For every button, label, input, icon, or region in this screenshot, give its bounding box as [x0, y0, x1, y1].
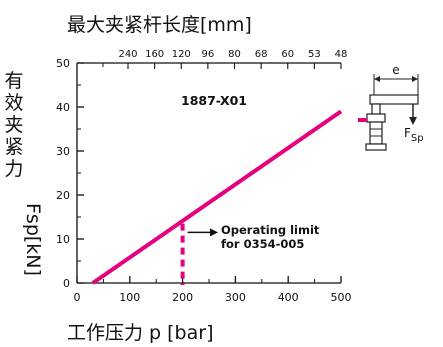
top-axis-title: 最大夹紧杆长度[mm]: [67, 14, 252, 36]
y-axis-title-char: 效: [4, 92, 24, 114]
top-tick-label: 48: [335, 49, 348, 60]
operating-limit-arrow-head: [210, 228, 218, 237]
operating-limit-note-line-1: Operating limit: [221, 223, 320, 237]
diagram-force-letter: F: [404, 126, 411, 140]
diagram-force-subscript: Sp: [411, 133, 424, 144]
y-axis-title: 有 效 夹 紧 力 Fsp[kN]: [3, 70, 44, 276]
x-tick-label: 400: [278, 291, 299, 304]
diagram-piston-rod: [371, 103, 381, 115]
top-tick-label: 240: [118, 49, 137, 60]
diagram-force-arrow-head: [409, 117, 417, 125]
x-tick-label: 100: [119, 291, 140, 304]
operating-limit-note-line-2: for 0354-005: [221, 237, 304, 251]
y-axis-title-char: 力: [4, 158, 24, 180]
x-tick-label: 200: [172, 291, 193, 304]
model-label: 1887-X01: [181, 93, 247, 108]
x-tick-label: 500: [331, 291, 352, 304]
y-tick-label: 10: [56, 233, 70, 246]
top-tick-label: 80: [228, 49, 241, 60]
x-tick-label: 0: [74, 291, 81, 304]
top-tick-label: 68: [255, 49, 268, 60]
series-line-1887-x01: [91, 109, 343, 285]
diagram-force-label: FSp: [404, 126, 424, 144]
top-tick-label: 160: [145, 49, 164, 60]
x-axis-title: 工作压力 p [bar]: [67, 322, 214, 344]
y-tick-label: 0: [63, 277, 70, 290]
top-tick-label: 53: [308, 49, 321, 60]
top-tick-label: 96: [202, 49, 215, 60]
operating-limit-note: Operating limit for 0354-005: [221, 223, 320, 251]
y-tick-label: 20: [56, 189, 70, 202]
diagram-clamp-arm: [369, 94, 419, 105]
y-axis-title-char: 夹: [4, 114, 24, 136]
y-axis-title-char: 紧: [4, 136, 24, 158]
y-tick-label: 30: [56, 145, 70, 158]
y-axis-title-char: 有: [4, 70, 24, 92]
top-tick-label: 60: [281, 49, 294, 60]
diagram-cylinder-head: [366, 113, 386, 123]
diagram-arrowhead-left: [374, 76, 380, 82]
diagram-cylinder-body: [369, 121, 383, 145]
y-tick-label: 50: [56, 57, 70, 70]
top-tick-label: 120: [172, 49, 191, 60]
clamp-diagram: e FSp: [358, 63, 424, 151]
diagram-e-label: e: [392, 63, 399, 77]
diagram-cylinder-base: [365, 143, 387, 151]
diagram-connector: [358, 118, 367, 122]
y-tick-label: 40: [56, 101, 70, 114]
x-tick-label: 300: [225, 291, 246, 304]
diagram-arrowhead-right: [412, 76, 418, 82]
